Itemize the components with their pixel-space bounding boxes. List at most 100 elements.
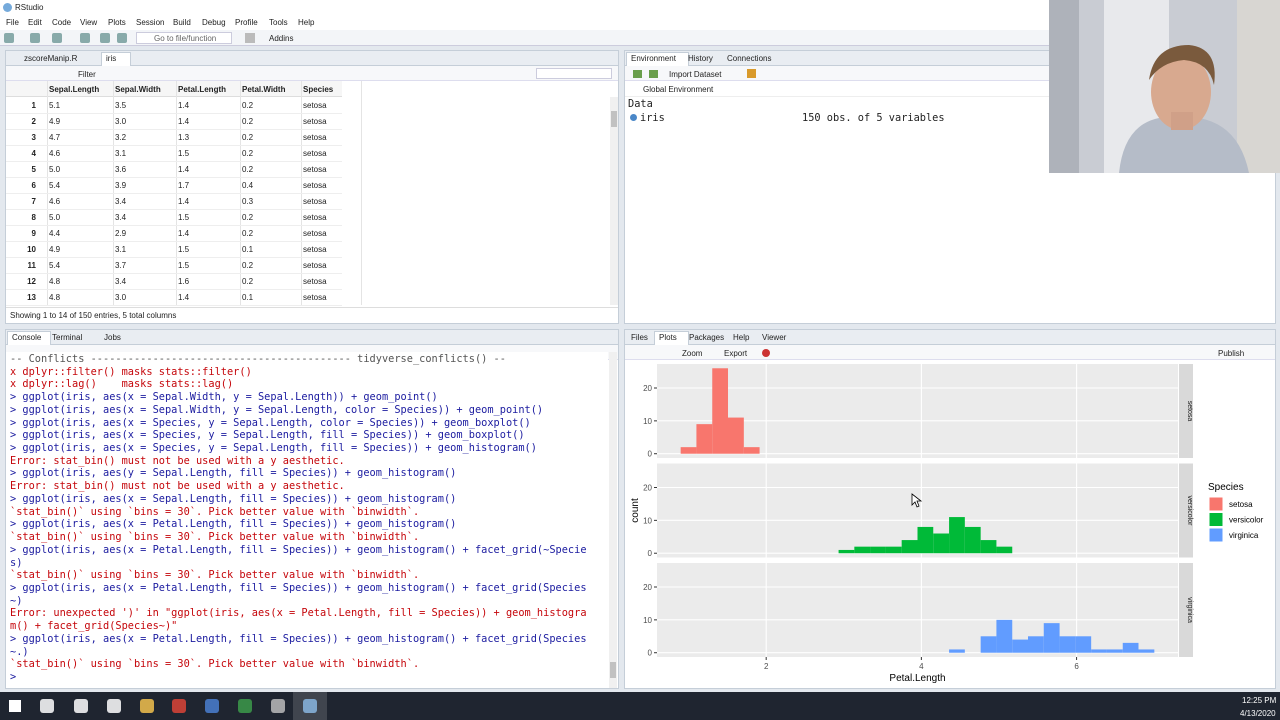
- tab[interactable]: Environment: [631, 54, 676, 63]
- table-cell: setosa: [303, 149, 327, 158]
- taskbar-icon[interactable]: [303, 699, 317, 713]
- toolbar-icon[interactable]: [52, 33, 62, 43]
- table-row-line: [6, 257, 342, 258]
- global-environment[interactable]: Global Environment: [643, 85, 714, 94]
- column-header[interactable]: Sepal.Width: [115, 85, 161, 94]
- toolbar-icon[interactable]: [100, 33, 110, 43]
- taskbar-icon[interactable]: [40, 699, 54, 713]
- tab[interactable]: Packages: [689, 333, 725, 342]
- histogram-bar: [980, 540, 997, 554]
- taskbar-icon[interactable]: [172, 699, 186, 713]
- zoom-button[interactable]: Zoom: [682, 349, 703, 358]
- import-dataset[interactable]: Import Dataset: [669, 70, 722, 79]
- tab[interactable]: Plots: [659, 333, 677, 342]
- table-cell: 3.0: [115, 293, 127, 302]
- console-line: > ggplot(iris, aes(x = Sepal.Length, fil…: [10, 492, 457, 505]
- export-button[interactable]: Export: [724, 349, 748, 358]
- publish-button[interactable]: Publish: [1218, 349, 1245, 358]
- tab[interactable]: Help: [733, 333, 750, 342]
- row-number: 12: [27, 277, 36, 286]
- histogram-bar: [1043, 623, 1060, 653]
- table-cell: 0.2: [242, 277, 254, 286]
- addins-menu[interactable]: Addins: [269, 34, 294, 43]
- taskbar-icon[interactable]: [205, 699, 219, 713]
- histogram-bar: [996, 546, 1013, 554]
- column-header[interactable]: Sepal.Length: [49, 85, 100, 94]
- toolbar-icon[interactable]: [633, 70, 642, 78]
- tab[interactable]: Connections: [727, 54, 772, 63]
- column-header[interactable]: Petal.Width: [242, 85, 286, 94]
- taskbar-icon[interactable]: [271, 699, 285, 713]
- scroll-thumb[interactable]: [611, 111, 617, 127]
- toolbar-icon[interactable]: [80, 33, 90, 43]
- scroll-thumb[interactable]: [610, 662, 616, 678]
- menu-item[interactable]: File: [6, 18, 19, 27]
- menu-item[interactable]: Profile: [235, 18, 258, 27]
- clear-icon[interactable]: [762, 349, 770, 357]
- menu-item[interactable]: View: [80, 18, 98, 27]
- toolbar-icon[interactable]: [4, 33, 14, 43]
- histogram-bar: [1138, 649, 1155, 653]
- histogram-bar: [1075, 636, 1092, 653]
- menu-item[interactable]: Build: [173, 18, 191, 27]
- menu-item[interactable]: Debug: [202, 18, 226, 27]
- row-number: 6: [31, 181, 36, 190]
- histogram-bar: [680, 447, 697, 454]
- column-header[interactable]: Species: [303, 85, 334, 94]
- taskbar-icon[interactable]: [140, 699, 154, 713]
- legend-key: [1208, 527, 1224, 543]
- menu-item[interactable]: Tools: [269, 18, 288, 27]
- menu-item[interactable]: Plots: [108, 18, 126, 27]
- toolbar-icon[interactable]: [649, 70, 658, 78]
- start-button[interactable]: [9, 700, 21, 712]
- menu-item[interactable]: Edit: [28, 18, 42, 27]
- goto-field[interactable]: [136, 32, 232, 44]
- table-cell: 3.0: [115, 117, 127, 126]
- panel-background: [657, 563, 1178, 657]
- window-title: RStudio: [15, 3, 44, 12]
- row-number: 3: [31, 133, 36, 142]
- histogram-bar: [996, 619, 1013, 653]
- object-icon[interactable]: [630, 114, 637, 121]
- table-cell: 0.4: [242, 181, 254, 190]
- tab[interactable]: Files: [631, 333, 648, 342]
- table-cell: 1.4: [178, 101, 190, 110]
- table-cell: 1.6: [178, 277, 190, 286]
- histogram-bar: [949, 649, 965, 653]
- taskbar-icon[interactable]: [238, 699, 252, 713]
- menu-item[interactable]: Session: [136, 18, 165, 27]
- webcam-shape: [1149, 45, 1215, 85]
- taskbar-icon[interactable]: [74, 699, 88, 713]
- toolbar-icon[interactable]: [117, 33, 127, 43]
- filter-button[interactable]: Filter: [78, 70, 96, 79]
- object-name[interactable]: iris: [640, 112, 665, 124]
- table-cell: setosa: [303, 117, 327, 126]
- histogram-bar: [696, 424, 713, 454]
- console-line: > ggplot(iris, aes(x = Petal.Length, fil…: [10, 543, 587, 556]
- table-cell: 0.2: [242, 261, 254, 270]
- tab[interactable]: zscoreManip.R: [24, 54, 78, 63]
- menu-item[interactable]: Help: [298, 18, 315, 27]
- search-field[interactable]: [536, 68, 612, 79]
- tab[interactable]: Console: [12, 333, 42, 342]
- row-number: 13: [27, 293, 36, 302]
- tab[interactable]: Viewer: [762, 333, 787, 342]
- broom-icon[interactable]: [747, 69, 756, 78]
- toolbar-icon[interactable]: [30, 33, 40, 43]
- tab[interactable]: Terminal: [52, 333, 83, 342]
- row-number: 2: [31, 117, 36, 126]
- histogram-bar: [743, 447, 760, 454]
- tab[interactable]: History: [688, 54, 713, 63]
- table-cell: 4.8: [49, 293, 61, 302]
- tab[interactable]: Jobs: [104, 333, 121, 342]
- tab[interactable]: iris: [106, 54, 117, 63]
- taskbar-icon[interactable]: [107, 699, 121, 713]
- table-cell: 4.9: [49, 117, 61, 126]
- table-footer-line: [6, 307, 618, 308]
- toolbar-icon[interactable]: [245, 33, 255, 43]
- facet-label: setosa: [1186, 401, 1193, 422]
- column-header[interactable]: Petal.Length: [178, 85, 227, 94]
- facet-strip: [1179, 364, 1193, 458]
- menu-item[interactable]: Code: [52, 18, 72, 27]
- table-cell: 5.0: [49, 165, 61, 174]
